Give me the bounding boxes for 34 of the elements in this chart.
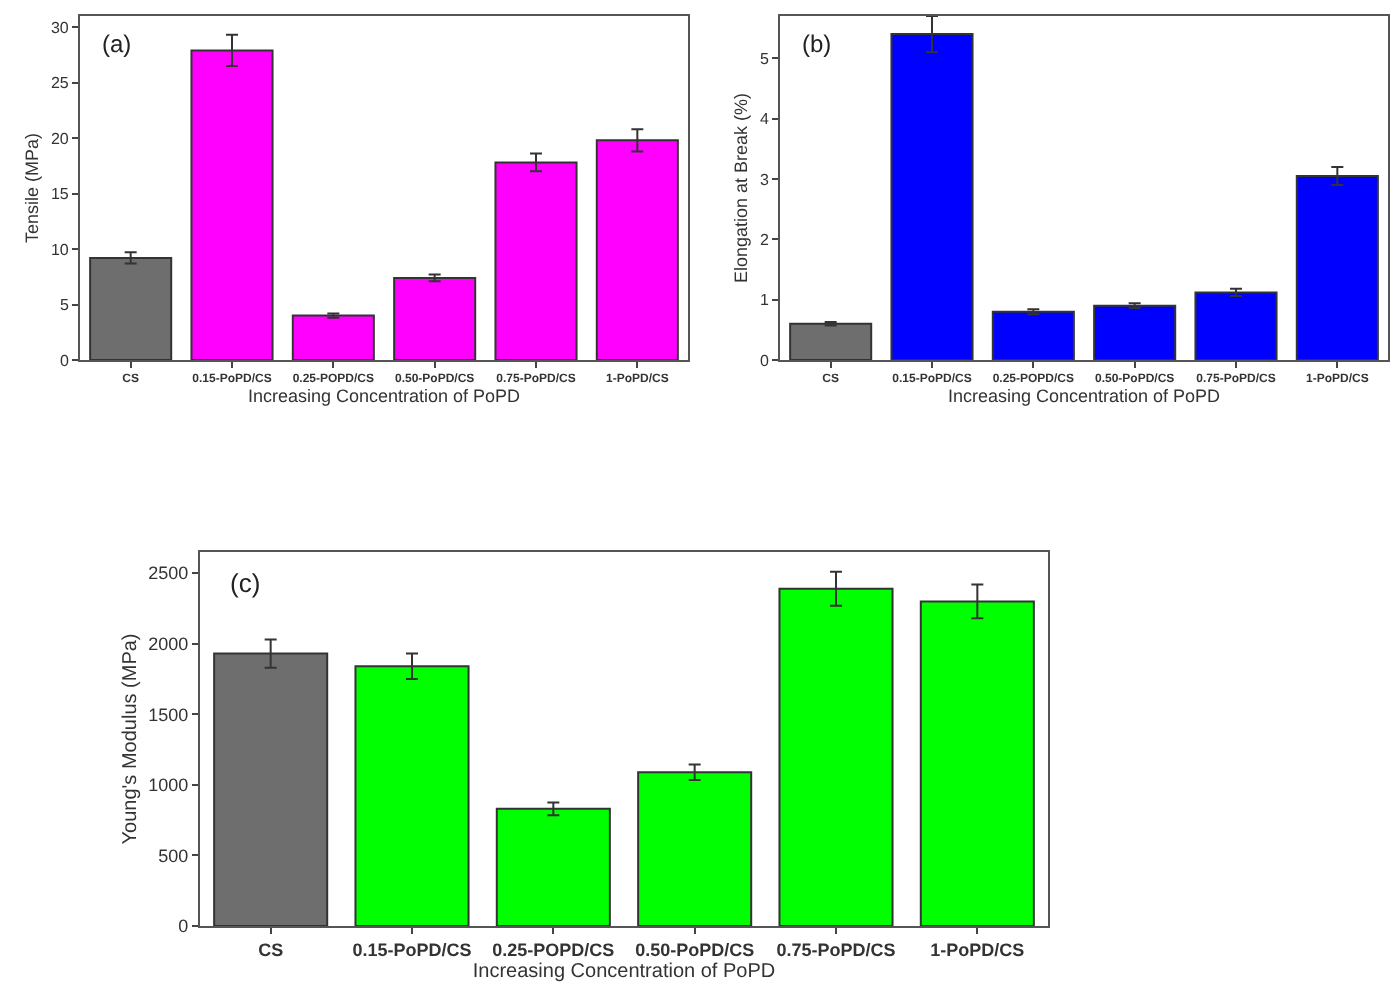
y-axis-title: Tensile (MPa) [21, 132, 42, 244]
y-tick-label: 3 [759, 170, 770, 189]
y-tick-label: 25 [50, 74, 70, 93]
y-tick-label: 0 [759, 351, 770, 370]
x-tick-label: 0.75-PoPD/CS [776, 939, 896, 960]
y-tick-label: 20 [50, 129, 70, 148]
x-axis-title: Increasing Concentration of PoPD [247, 386, 522, 407]
y-tick-label: 2500 [148, 563, 189, 584]
y-tick-label: 1 [759, 291, 770, 310]
y-tick-label: 30 [50, 18, 70, 37]
x-tick-label: 1-PoPD/CS [930, 939, 1025, 960]
annotation: (c) [230, 568, 261, 598]
y-tick-label: 1000 [148, 775, 189, 796]
y-tick-label: 500 [158, 845, 189, 866]
y-axis-title: Elongation at Break (%) [730, 92, 751, 284]
x-tick-label: 0.25-POPD/CS [492, 939, 615, 960]
annotation: (a) [102, 30, 132, 58]
y-tick-label: 2000 [148, 634, 189, 655]
y-axis-title: Young's Modulus (MPa) [120, 633, 142, 845]
y-tick-label: 10 [50, 240, 70, 259]
y-tick-label: 2 [759, 230, 770, 249]
y-tick-label: 0 [59, 351, 70, 370]
y-tick-label: 15 [50, 185, 70, 204]
x-axis-title: Increasing Concentration of PoPD [947, 386, 1222, 407]
annotation: (b) [802, 30, 832, 58]
x-tick-label: CS [258, 939, 284, 960]
y-tick-label: 4 [759, 110, 770, 129]
y-tick-label: 5 [59, 296, 70, 315]
x-tick-label: 0.15-PoPD/CS [352, 939, 472, 960]
x-axis-title: Increasing Concentration of PoPD [472, 960, 776, 983]
y-tick-label: 5 [759, 49, 770, 68]
x-tick-label: 0.50-PoPD/CS [635, 939, 755, 960]
y-tick-label: 0 [178, 916, 189, 937]
y-tick-label: 1500 [148, 704, 189, 725]
